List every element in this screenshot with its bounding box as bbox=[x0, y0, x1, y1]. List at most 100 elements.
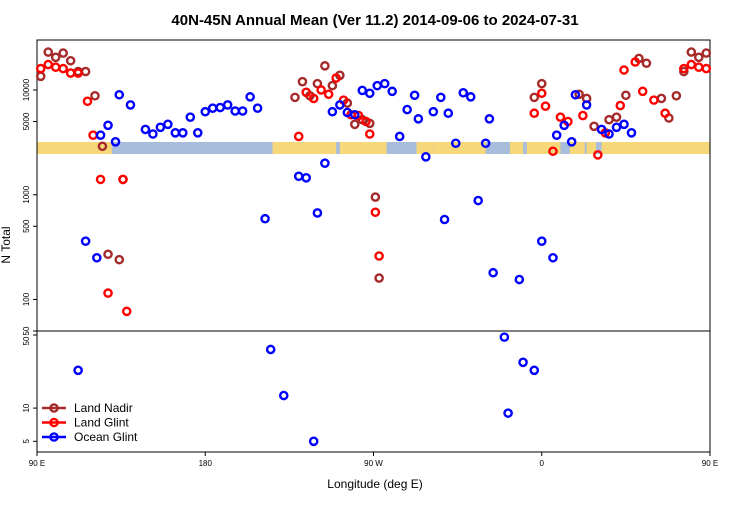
land-glint-point bbox=[593, 150, 603, 160]
y-tick-label: 1000 bbox=[22, 185, 31, 203]
land-glint-point bbox=[361, 116, 371, 127]
ocean-glint-point bbox=[443, 108, 454, 119]
ocean-glint-point bbox=[252, 103, 263, 113]
y-tick-label: 100 bbox=[22, 292, 31, 306]
land-segment bbox=[416, 142, 434, 154]
land-glint-point bbox=[660, 108, 670, 119]
land-glint-point bbox=[82, 96, 93, 107]
land-nadir-point bbox=[320, 61, 330, 71]
ocean-glint-point bbox=[163, 119, 173, 130]
ocean-glint-point bbox=[458, 87, 469, 98]
ocean-glint-point bbox=[260, 213, 270, 224]
land-segment bbox=[586, 142, 596, 154]
ocean-glint-point bbox=[125, 100, 136, 110]
y-axis-label: N Total bbox=[0, 226, 13, 263]
land-segment bbox=[272, 142, 337, 154]
land-glint-point bbox=[118, 174, 128, 185]
land-glint-point bbox=[649, 95, 659, 105]
x-tick-label: 0 bbox=[540, 459, 545, 468]
ocean-glint-point bbox=[480, 138, 491, 149]
land-nadir-point bbox=[350, 119, 360, 130]
ocean-glint-point bbox=[626, 128, 637, 138]
land-segment bbox=[526, 142, 561, 154]
land-nadir-point bbox=[290, 92, 300, 103]
land-glint-point bbox=[73, 68, 83, 78]
ocean-glint-point bbox=[413, 114, 424, 124]
ocean-glint-point bbox=[604, 129, 614, 139]
x-tick-label: 90 E bbox=[702, 459, 718, 468]
land-nadir-point bbox=[589, 121, 599, 132]
ocean-glint-point bbox=[335, 100, 345, 110]
land-glint-point bbox=[103, 288, 113, 298]
series-ocean-glint bbox=[73, 78, 637, 447]
land-nadir-point bbox=[90, 90, 100, 101]
land-glint-point bbox=[555, 112, 566, 122]
ocean-glint-point bbox=[551, 130, 562, 141]
y-tick-label: 10000 bbox=[22, 78, 31, 101]
ocean-glint-point bbox=[278, 390, 289, 401]
land-segment bbox=[339, 142, 387, 154]
ocean-glint-point bbox=[140, 124, 151, 135]
ocean-glint-point bbox=[312, 208, 323, 218]
land-nadir-point bbox=[80, 66, 91, 77]
ocean-glint-point bbox=[372, 80, 383, 91]
ocean-glint-point bbox=[308, 436, 319, 447]
land-nadir-point bbox=[35, 71, 46, 82]
land-segment bbox=[37, 142, 112, 154]
y-tick-label: 500 bbox=[22, 219, 31, 233]
land-nadir-point bbox=[50, 52, 61, 63]
ocean-glint-point bbox=[518, 357, 528, 368]
land-nadir-point bbox=[58, 48, 68, 58]
land-glint-point bbox=[370, 207, 381, 218]
ocean-glint-point bbox=[103, 120, 113, 131]
land-nadir-point bbox=[529, 92, 540, 103]
land-glint-point bbox=[95, 174, 106, 185]
ocean-glint-point bbox=[80, 236, 91, 246]
ocean-glint-point bbox=[95, 130, 106, 141]
land-nadir-point bbox=[621, 90, 631, 101]
land-glint-point bbox=[65, 68, 76, 78]
lower-panel-frame bbox=[36, 330, 711, 453]
ocean-glint-point bbox=[619, 119, 629, 130]
ocean-glint-point bbox=[529, 365, 540, 376]
ocean-glint-point bbox=[178, 128, 188, 138]
land-nadir-point bbox=[604, 114, 614, 125]
ocean-glint-point bbox=[245, 92, 255, 102]
land-segment bbox=[569, 142, 585, 154]
land-nadir-point bbox=[656, 93, 667, 104]
land-glint-point bbox=[43, 59, 54, 70]
ocean-glint-point bbox=[215, 102, 226, 113]
series-land-glint bbox=[35, 57, 712, 317]
legend-label-land-nadir: Land Nadir bbox=[74, 401, 133, 415]
land-glint-point bbox=[619, 65, 629, 75]
land-segment bbox=[509, 142, 524, 154]
ocean-glint-point bbox=[421, 152, 431, 162]
ocean-glint-point bbox=[394, 131, 405, 142]
land-nadir-point bbox=[641, 58, 652, 69]
land-nadir-point bbox=[686, 47, 697, 57]
ocean-glint-point bbox=[428, 106, 439, 117]
land-nadir-point bbox=[574, 89, 584, 100]
ocean-glint-point bbox=[439, 214, 450, 225]
land-glint-point bbox=[701, 63, 712, 74]
ocean-glint-point bbox=[185, 112, 196, 122]
land-glint-point bbox=[615, 100, 626, 111]
land-glint-point bbox=[331, 73, 341, 83]
ocean-glint-point bbox=[409, 90, 420, 101]
ocean-glint-point bbox=[350, 109, 360, 120]
legend-marker-land-nadir bbox=[49, 403, 59, 413]
ocean-glint-point bbox=[596, 124, 607, 135]
y-axis-ticks: 50 100 500 1000 5000 10000 5 10 50 bbox=[22, 78, 37, 444]
ocean-glint-point bbox=[566, 137, 577, 147]
ocean-glint-point bbox=[379, 78, 390, 89]
ocean-glint-point bbox=[364, 88, 375, 99]
land-glint-point bbox=[679, 63, 689, 74]
ocean-glint-point bbox=[110, 137, 121, 147]
land-glint-point bbox=[58, 63, 68, 74]
ocean-glint-point bbox=[148, 129, 158, 139]
y-tick-label: 50 bbox=[22, 336, 31, 345]
legend-label-land-glint: Land Glint bbox=[74, 416, 129, 430]
